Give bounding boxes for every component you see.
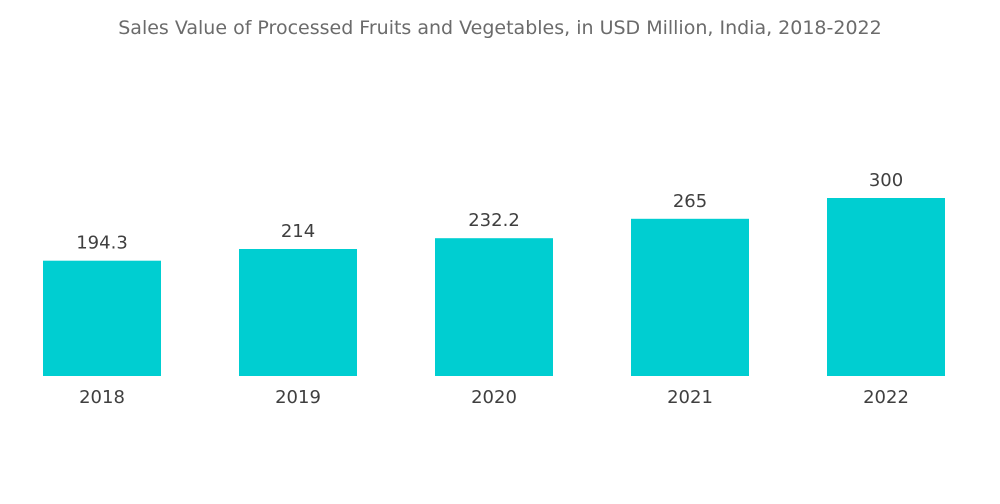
- chart-title: Sales Value of Processed Fruits and Vege…: [118, 17, 882, 39]
- bars-group: [43, 198, 945, 376]
- x-tick-label-2022: 2022: [863, 387, 909, 408]
- bar-2019: [239, 249, 357, 376]
- value-label-2022: 300: [869, 170, 903, 191]
- value-label-2020: 232.2: [468, 210, 520, 231]
- bar-2022: [827, 198, 945, 376]
- value-label-2021: 265: [673, 191, 707, 212]
- value-labels-group: 194.3 214 232.2 265 300: [76, 170, 903, 254]
- value-label-2018: 194.3: [76, 233, 128, 254]
- bar-2018: [43, 260, 161, 376]
- bar-2021: [631, 218, 749, 376]
- bar-2020: [435, 238, 553, 376]
- x-tick-label-2021: 2021: [667, 387, 713, 408]
- x-tick-label-2018: 2018: [79, 387, 125, 408]
- value-label-2019: 214: [281, 221, 315, 242]
- x-tick-label-2020: 2020: [471, 387, 517, 408]
- x-axis-tick-labels: 2018 2019 2020 2021 2022: [79, 387, 909, 408]
- x-tick-label-2019: 2019: [275, 387, 321, 408]
